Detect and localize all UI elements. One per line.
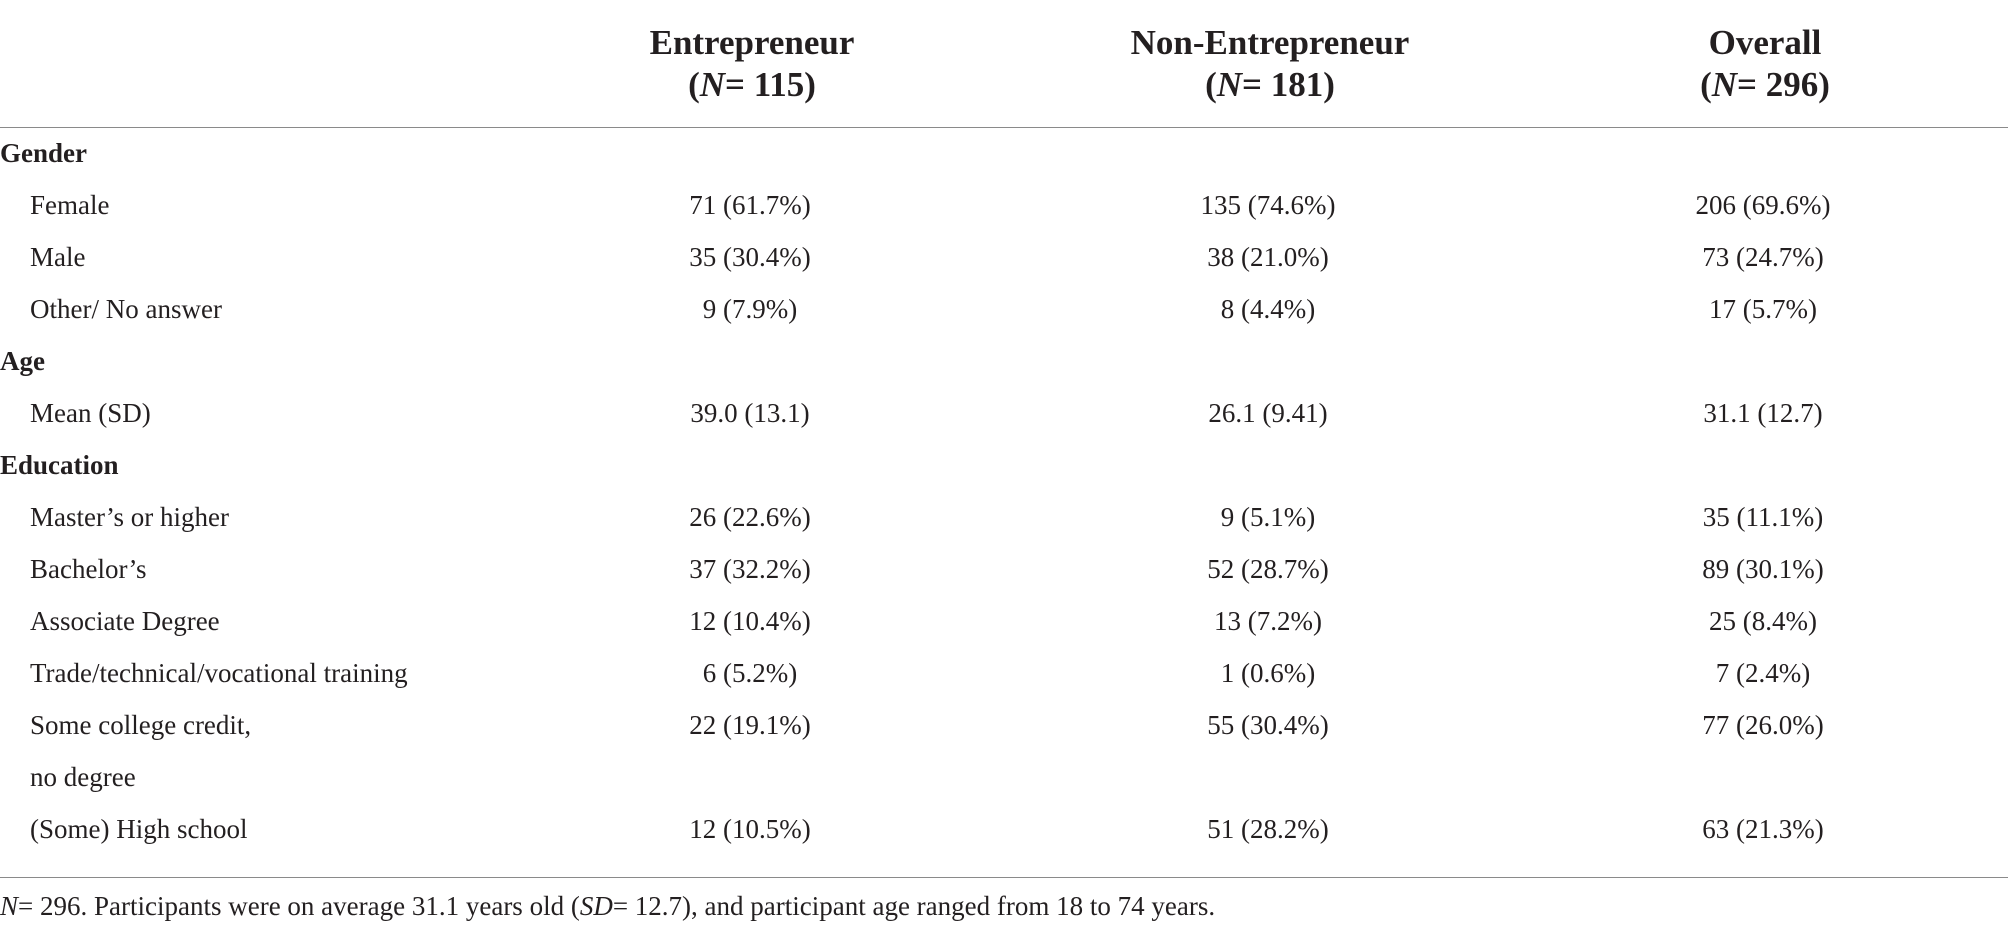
- cell-overall: 25 (8.4%): [1709, 606, 1817, 636]
- cell-overall: 7 (2.4%): [1715, 658, 1811, 688]
- row-label: Associate Degree: [30, 606, 220, 636]
- cell-overall: 77 (26.0%): [1702, 710, 1824, 740]
- cell-overall: 206 (69.6%): [1695, 190, 1831, 220]
- cell-entrepreneur: 12 (10.5%): [689, 814, 811, 844]
- table-row-some-college: Some college credit, 22 (19.1%) 55 (30.4…: [0, 699, 2008, 751]
- cell-overall: 63 (21.3%): [1702, 814, 1824, 844]
- cell-non-entrepreneur: 13 (7.2%): [1214, 606, 1322, 636]
- row-label: Other/ No answer: [30, 294, 222, 324]
- header-divider: [0, 127, 2008, 128]
- cell-non-entrepreneur: 135 (74.6%): [1200, 190, 1336, 220]
- cell-non-entrepreneur: 9 (5.1%): [1220, 502, 1316, 532]
- cell-entrepreneur: 37 (32.2%): [689, 554, 811, 584]
- cell-non-entrepreneur: 38 (21.0%): [1207, 242, 1329, 272]
- column-header-overall: Overall (N= 296): [1555, 22, 1975, 106]
- column-header-non-entrepreneur: Non-Entrepreneur (N= 181): [1060, 22, 1480, 106]
- table-row-high-school: (Some) High school 12 (10.5%) 51 (28.2%)…: [0, 803, 2008, 855]
- table-row-male: Male 35 (30.4%) 38 (21.0%) 73 (24.7%): [0, 231, 2008, 283]
- column-header-n: (N= 296): [1700, 65, 1830, 104]
- column-header-name: Entrepreneur: [649, 23, 855, 62]
- cell-entrepreneur: 39.0 (13.1): [690, 398, 810, 428]
- section-title: Gender: [0, 138, 87, 168]
- table-row-female: Female 71 (61.7%) 135 (74.6%) 206 (69.6%…: [0, 179, 2008, 231]
- footer-divider: [0, 877, 2008, 878]
- cell-non-entrepreneur: 51 (28.2%): [1207, 814, 1329, 844]
- table-row-age-mean: Mean (SD) 39.0 (13.1) 26.1 (9.41) 31.1 (…: [0, 387, 2008, 439]
- row-label: Male: [30, 242, 86, 272]
- cell-entrepreneur: 26 (22.6%): [689, 502, 811, 532]
- row-label: Trade/technical/vocational training: [30, 658, 408, 688]
- column-header-n: (N= 181): [1205, 65, 1335, 104]
- cell-entrepreneur: 35 (30.4%): [689, 242, 811, 272]
- column-header-name: Non-Entrepreneur: [1130, 23, 1410, 62]
- column-header-name: Overall: [1708, 23, 1822, 62]
- cell-non-entrepreneur: 52 (28.7%): [1207, 554, 1329, 584]
- cell-entrepreneur: 22 (19.1%): [689, 710, 811, 740]
- section-title: Education: [0, 450, 119, 480]
- cell-entrepreneur: 6 (5.2%): [702, 658, 798, 688]
- row-label: no degree: [30, 762, 136, 792]
- row-label: Female: [30, 190, 110, 220]
- cell-entrepreneur: 71 (61.7%): [689, 190, 811, 220]
- row-label: Bachelor’s: [30, 554, 147, 584]
- cell-entrepreneur: 12 (10.4%): [689, 606, 811, 636]
- column-header-entrepreneur: Entrepreneur (N= 115): [542, 22, 962, 106]
- section-row-age: Age: [0, 335, 2008, 387]
- cell-overall: 31.1 (12.7): [1703, 398, 1823, 428]
- cell-overall: 89 (30.1%): [1702, 554, 1824, 584]
- cell-overall: 17 (5.7%): [1709, 294, 1817, 324]
- row-label: (Some) High school: [30, 814, 248, 844]
- cell-overall: 73 (24.7%): [1702, 242, 1824, 272]
- table-row-bachelors: Bachelor’s 37 (32.2%) 52 (28.7%) 89 (30.…: [0, 543, 2008, 595]
- table-row-masters: Master’s or higher 26 (22.6%) 9 (5.1%) 3…: [0, 491, 2008, 543]
- cell-non-entrepreneur: 26.1 (9.41): [1208, 398, 1328, 428]
- cell-non-entrepreneur: 8 (4.4%): [1220, 294, 1316, 324]
- section-row-gender: Gender: [0, 127, 2008, 179]
- section-title: Age: [0, 346, 45, 376]
- column-header-n: (N= 115): [688, 65, 816, 104]
- cell-entrepreneur: 9 (7.9%): [702, 294, 798, 324]
- row-label: Mean (SD): [30, 398, 151, 428]
- cell-non-entrepreneur: 55 (30.4%): [1207, 710, 1329, 740]
- row-label: Master’s or higher: [30, 502, 229, 532]
- table-row-trade: Trade/technical/vocational training 6 (5…: [0, 647, 2008, 699]
- section-row-education: Education: [0, 439, 2008, 491]
- table-row-associate: Associate Degree 12 (10.4%) 13 (7.2%) 25…: [0, 595, 2008, 647]
- cell-non-entrepreneur: 1 (0.6%): [1220, 658, 1316, 688]
- table-row-other: Other/ No answer 9 (7.9%) 8 (4.4%) 17 (5…: [0, 283, 2008, 335]
- row-label: Some college credit,: [30, 710, 252, 740]
- table-row-some-college-cont: no degree: [0, 751, 2008, 803]
- cell-overall: 35 (11.1%): [1702, 502, 1824, 532]
- table-footnote: N= 296. Participants were on average 31.…: [0, 891, 1216, 921]
